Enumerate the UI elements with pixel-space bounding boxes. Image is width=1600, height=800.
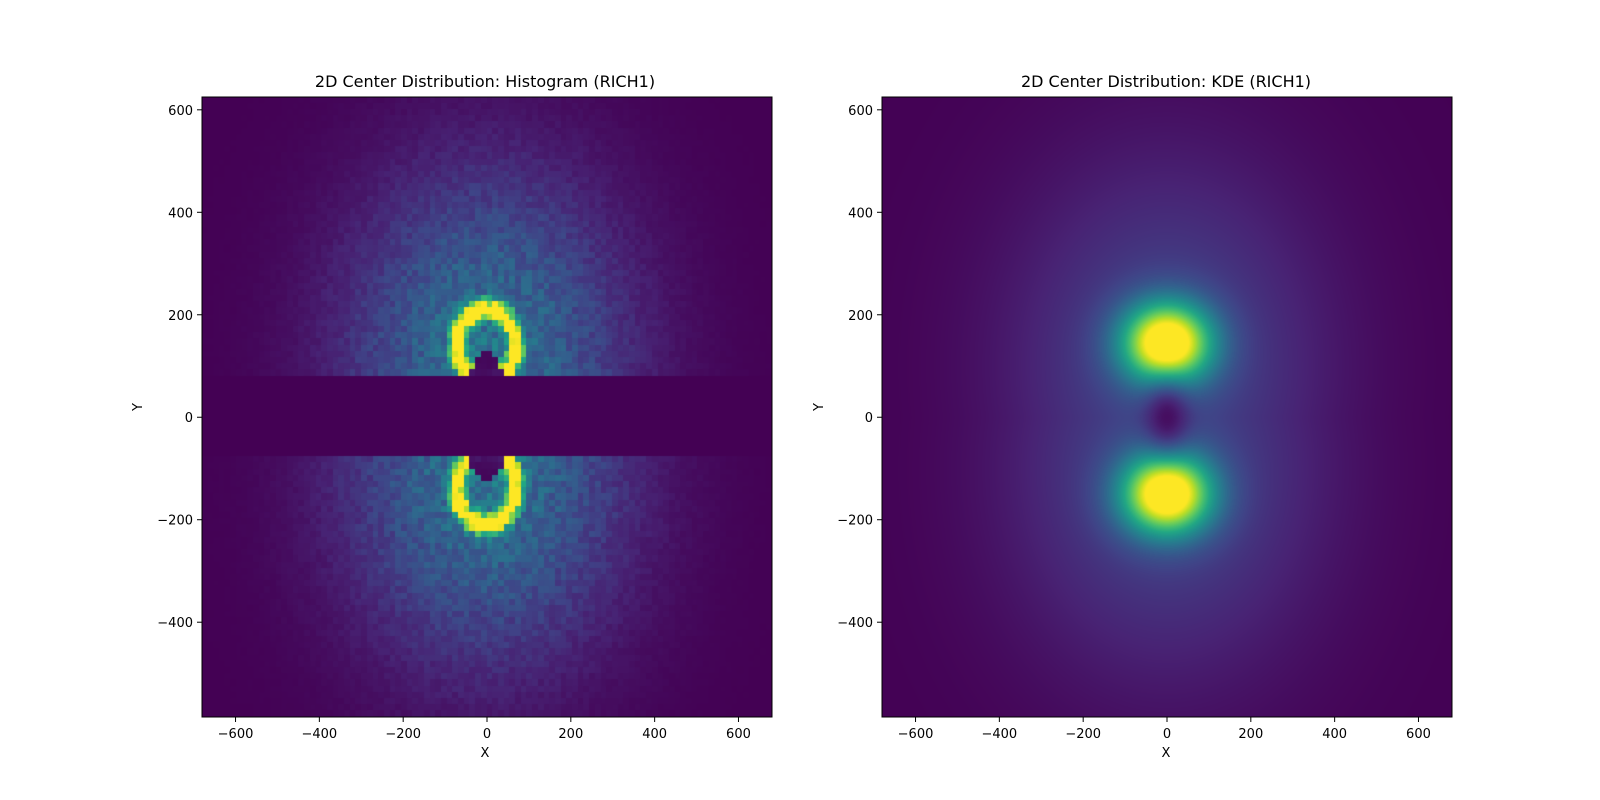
kde-x-axis-label: X <box>1162 746 1171 761</box>
x-tick-label: 200 <box>1238 727 1263 742</box>
y-tick-label: 400 <box>168 206 193 221</box>
x-tick-label: 400 <box>642 727 667 742</box>
y-tick-label: 400 <box>848 206 873 221</box>
y-tick-label: −200 <box>837 514 873 529</box>
x-tick-label: −200 <box>1065 727 1101 742</box>
x-tick-label: 600 <box>726 727 751 742</box>
kde-y-ticks: −400 −200 0 200 400 600 <box>837 104 882 631</box>
x-tick-label: −600 <box>898 727 934 742</box>
histogram-title: 2D Center Distribution: Histogram (RICH1… <box>315 72 655 91</box>
histogram-panel: 2D Center Distribution: Histogram (RICH1… <box>131 72 773 761</box>
y-tick-label: 0 <box>865 411 873 426</box>
y-tick-label: 200 <box>168 309 193 324</box>
histogram-heatmap <box>202 97 772 717</box>
histogram-y-axis-label: Y <box>131 403 146 412</box>
x-tick-label: −600 <box>218 727 254 742</box>
kde-panel: 2D Center Distribution: KDE (RICH1) −600… <box>812 72 1453 761</box>
x-tick-label: −200 <box>385 727 421 742</box>
y-tick-label: −200 <box>157 514 193 529</box>
kde-heatmap <box>882 97 1452 717</box>
x-tick-label: 400 <box>1322 727 1347 742</box>
y-tick-label: 600 <box>848 104 873 119</box>
y-tick-label: 600 <box>168 104 193 119</box>
x-tick-label: −400 <box>301 727 337 742</box>
y-tick-label: −400 <box>837 616 873 631</box>
y-tick-label: 0 <box>185 411 193 426</box>
y-tick-label: −400 <box>157 616 193 631</box>
x-tick-label: 200 <box>558 727 583 742</box>
x-tick-label: 600 <box>1406 727 1431 742</box>
x-tick-label: −400 <box>981 727 1017 742</box>
x-tick-label: 0 <box>483 727 491 742</box>
histogram-x-axis-label: X <box>481 746 490 761</box>
histogram-x-ticks: −600 −400 −200 0 200 400 600 <box>218 717 751 742</box>
kde-x-ticks: −600 −400 −200 0 200 400 600 <box>898 717 1431 742</box>
x-tick-label: 0 <box>1163 727 1171 742</box>
kde-title: 2D Center Distribution: KDE (RICH1) <box>1021 72 1311 91</box>
histogram-y-ticks: −400 −200 0 200 400 600 <box>157 104 202 631</box>
y-tick-label: 200 <box>848 309 873 324</box>
kde-y-axis-label: Y <box>812 403 827 412</box>
